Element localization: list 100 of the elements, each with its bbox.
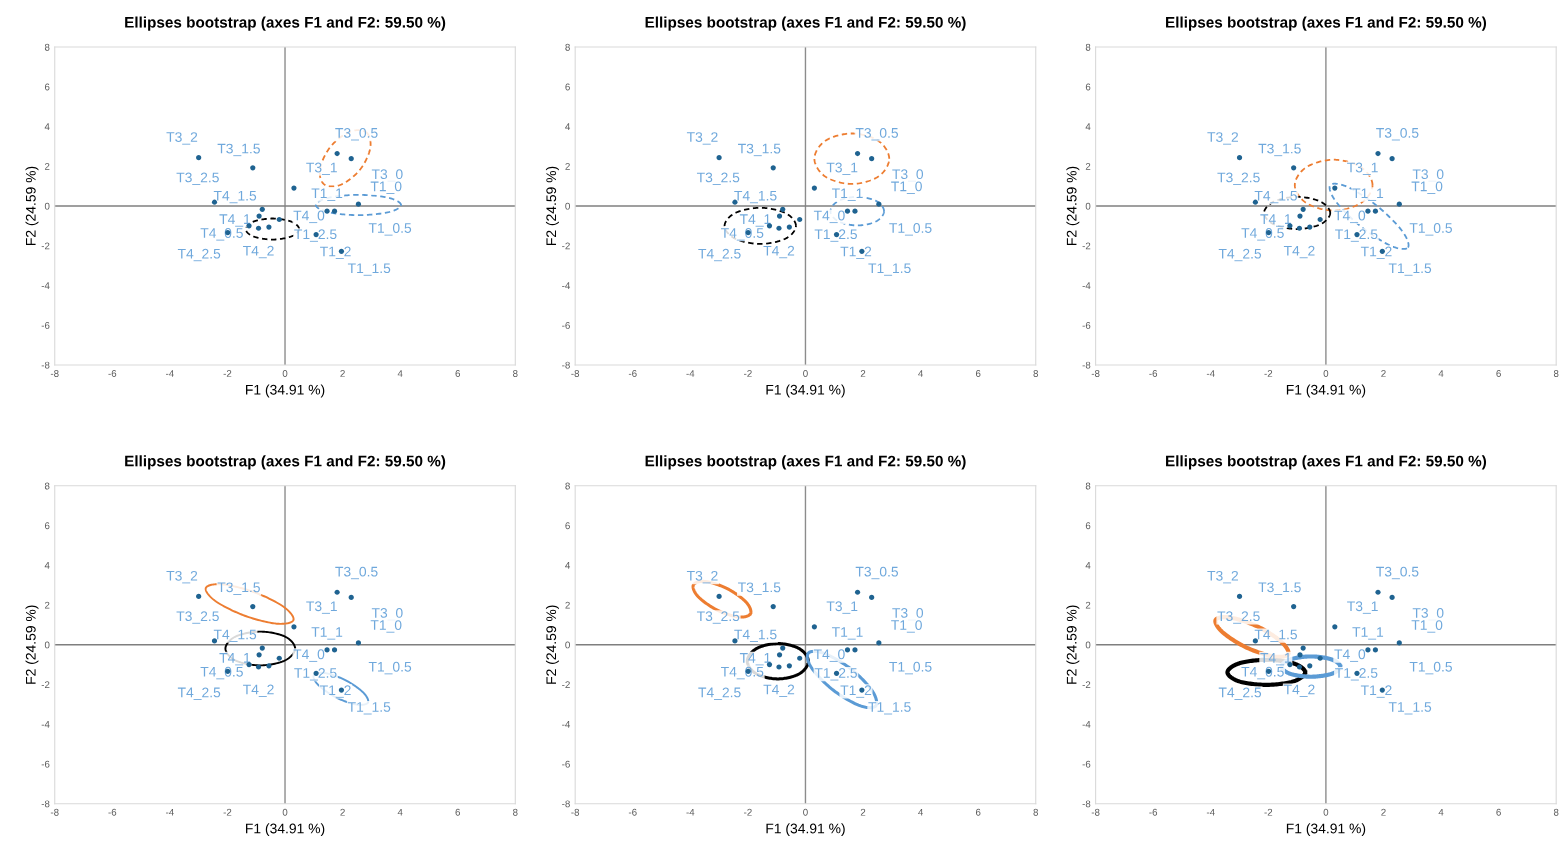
y-tick-label: -2 xyxy=(562,242,570,250)
x-axis-title: F1 (34.91 %) xyxy=(246,384,325,398)
y-tick-label: 8 xyxy=(1085,482,1091,490)
y-tick-label: 8 xyxy=(44,482,50,490)
point xyxy=(1307,224,1313,230)
annotation: T1_1 xyxy=(311,627,343,640)
annotation: T1_2 xyxy=(320,246,351,260)
annotation: T1_2 xyxy=(320,685,351,698)
x-tick-label: 4 xyxy=(397,370,403,377)
point xyxy=(811,185,817,191)
x-tick-label: -2 xyxy=(1264,808,1273,816)
y-tick-label: -8 xyxy=(41,800,50,808)
x-axis-title: F1 (34.91 %) xyxy=(766,823,845,837)
point xyxy=(1332,624,1338,630)
x-tick-label: 8 xyxy=(1033,808,1039,816)
annotation: T1_0.5 xyxy=(368,223,412,236)
annotation: T1_2 xyxy=(840,685,872,698)
point xyxy=(869,594,875,601)
y-tick-label: -2 xyxy=(1082,242,1091,250)
annotation: T4_1.5 xyxy=(1254,629,1298,642)
x-tick-label: -4 xyxy=(165,808,174,816)
point xyxy=(869,156,875,162)
annotation: T4_0 xyxy=(293,210,325,224)
y-tick-label: -6 xyxy=(1082,321,1091,329)
annotation: T3_1 xyxy=(1347,601,1378,614)
annotation: T4_2 xyxy=(1283,245,1315,259)
annotation: T4_1 xyxy=(1260,214,1291,227)
annotation: T1_0 xyxy=(891,181,922,194)
point xyxy=(196,593,202,600)
y-tick-label: 8 xyxy=(565,43,570,51)
annotation: T4_1.5 xyxy=(734,629,777,642)
point xyxy=(331,208,338,214)
annotation: T4_2.5 xyxy=(1218,248,1262,262)
annotation: T3_0 xyxy=(371,169,403,182)
point xyxy=(1291,165,1297,171)
annotation: T1_0.5 xyxy=(1409,661,1452,675)
annotation: T1_0 xyxy=(1411,181,1443,194)
annotation: T3_0 xyxy=(892,169,924,182)
annotation: T4_0.5 xyxy=(1241,666,1284,680)
annotation: T3_1 xyxy=(1347,162,1378,176)
annotation: T1_2.5 xyxy=(814,668,857,681)
y-tick-label: -4 xyxy=(1082,721,1091,728)
x-tick-label: -4 xyxy=(1206,370,1215,377)
annotation: T4_0.5 xyxy=(721,666,764,680)
x-axis-title: F1 (34.91 %) xyxy=(766,384,845,398)
x-tick-label: 6 xyxy=(455,370,461,377)
point xyxy=(1297,652,1303,658)
y-tick-label: 4 xyxy=(44,123,50,131)
x-axis-title: F1 (34.91 %) xyxy=(246,823,325,837)
y-tick-label: 0 xyxy=(1085,641,1091,649)
annotation: T1_0.5 xyxy=(889,223,932,236)
x-tick-label: 8 xyxy=(1553,808,1559,816)
annotation: T4_1 xyxy=(739,653,771,666)
annotation: T3_1 xyxy=(306,162,337,176)
annotation: T1_1.5 xyxy=(868,702,911,715)
x-tick-label: 4 xyxy=(918,370,924,377)
x-tick-label: -6 xyxy=(628,808,637,816)
annotation: T4_0 xyxy=(813,210,845,224)
y-tick-label: 6 xyxy=(565,83,570,91)
annotation: T1_1.5 xyxy=(347,263,391,276)
annotation: T3_2 xyxy=(686,570,718,584)
point xyxy=(854,589,861,595)
annotation: T4_2 xyxy=(243,684,274,697)
point xyxy=(852,647,858,653)
x-tick-label: -2 xyxy=(223,370,232,377)
y-tick-label: 0 xyxy=(44,641,50,649)
annotation: T4_2 xyxy=(243,245,274,259)
annotation: T1_0.5 xyxy=(889,661,932,675)
y-tick-label: -4 xyxy=(41,721,50,728)
annotation: T3_2.5 xyxy=(696,172,740,185)
y-tick-label: -6 xyxy=(1082,760,1091,768)
point xyxy=(1396,640,1402,646)
point xyxy=(876,640,882,646)
point xyxy=(786,224,792,230)
point xyxy=(1317,655,1323,661)
annotation: T1_2 xyxy=(1360,246,1392,260)
chart-title: Ellipses bootstrap (axes F1 and F2: 59.50 %) xyxy=(645,16,966,31)
point xyxy=(780,206,786,212)
x-tick-label: 0 xyxy=(1323,808,1329,816)
y-tick-label: -8 xyxy=(562,361,570,369)
x-tick-label: -6 xyxy=(628,370,637,377)
annotation: T4_0.5 xyxy=(200,666,243,680)
point xyxy=(250,165,256,171)
annotation: T4_0 xyxy=(293,649,325,662)
y-tick-label: -2 xyxy=(562,681,570,688)
y-tick-label: -4 xyxy=(41,282,50,289)
y-tick-label: 4 xyxy=(1085,123,1091,131)
point xyxy=(266,224,272,230)
point xyxy=(876,201,882,207)
point xyxy=(1365,208,1371,214)
point xyxy=(348,156,354,162)
y-tick-label: 6 xyxy=(1085,83,1091,91)
annotation: T3_1.5 xyxy=(738,143,781,157)
x-tick-label: -2 xyxy=(223,808,232,816)
y-tick-label: -2 xyxy=(41,242,50,250)
y-tick-label: 2 xyxy=(44,601,50,609)
annotation: T1_2.5 xyxy=(1335,668,1378,681)
annotation: T3_2 xyxy=(166,570,198,584)
y-axis-title: F2 (24.59 %) xyxy=(545,166,559,245)
annotation: T3_1.5 xyxy=(1258,143,1301,157)
